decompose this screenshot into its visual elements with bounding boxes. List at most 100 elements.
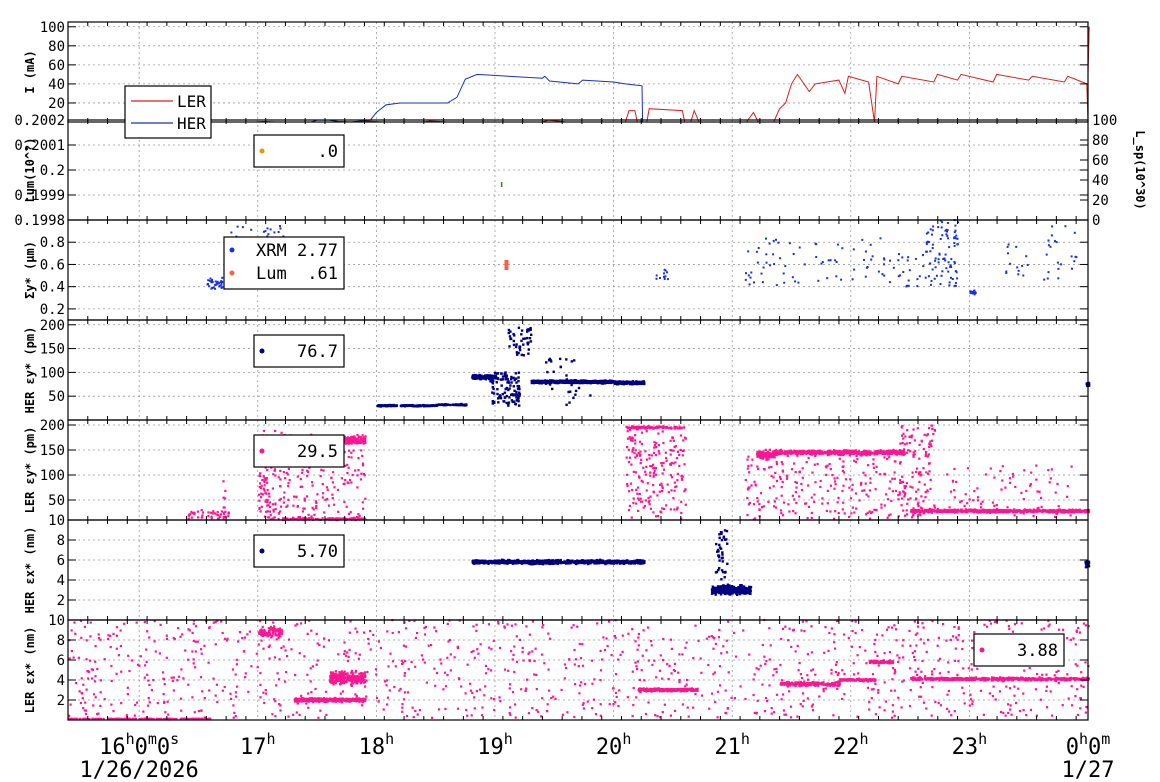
data-point (1022, 274, 1025, 277)
data-point (861, 451, 864, 454)
data-point (898, 491, 901, 494)
data-point (744, 478, 747, 482)
data-point (669, 508, 672, 511)
data-point (284, 477, 287, 480)
data-point (779, 257, 782, 260)
data-point (660, 482, 663, 485)
data-point (498, 395, 501, 399)
data-point (956, 243, 959, 246)
data-point (680, 500, 683, 503)
data-point (638, 454, 641, 457)
data-point (350, 442, 353, 445)
data-point (680, 426, 683, 429)
data-point (310, 515, 313, 518)
data-point (316, 493, 319, 496)
data-point (899, 481, 902, 485)
data-point (856, 458, 859, 461)
data-point (940, 274, 943, 277)
data-point (498, 394, 502, 397)
data-point (1073, 260, 1076, 263)
data-point (953, 262, 956, 265)
data-point (916, 285, 919, 288)
data-point (933, 429, 936, 432)
data-point (301, 468, 304, 471)
data-point (269, 228, 272, 231)
data-point (296, 505, 299, 508)
data-point (305, 517, 308, 520)
data-point (356, 434, 359, 437)
data-point (625, 473, 629, 476)
data-point (837, 512, 840, 515)
data-point (508, 345, 511, 348)
data-point (209, 511, 212, 514)
data-point (901, 441, 904, 445)
data-point (207, 511, 210, 514)
data-point (652, 471, 655, 475)
data-point (924, 496, 927, 499)
data-point (332, 471, 335, 474)
data-point (546, 370, 549, 374)
data-point (530, 379, 533, 383)
data-point (496, 377, 500, 380)
data-point (516, 393, 519, 396)
data-point (855, 507, 858, 510)
data-point (347, 455, 350, 459)
data-point (662, 426, 665, 429)
data-point (361, 434, 364, 437)
data-point (222, 515, 226, 518)
data-point (406, 404, 409, 407)
data-point (670, 489, 673, 492)
data-point (925, 243, 928, 245)
data-point (765, 261, 768, 264)
data-point (746, 458, 749, 461)
data-point (931, 247, 934, 249)
data-point (814, 454, 817, 458)
data-point (848, 454, 851, 457)
data-point (756, 500, 759, 503)
data-point (643, 504, 647, 508)
data-point (518, 348, 522, 352)
data-point (269, 505, 272, 509)
data-point (517, 379, 520, 383)
data-point (353, 436, 356, 439)
data-point (632, 502, 635, 505)
data-point (943, 257, 946, 260)
data-point (953, 284, 956, 287)
data-point (645, 430, 648, 433)
data-point (514, 402, 517, 405)
data-point (770, 474, 773, 477)
data-point (903, 487, 906, 490)
data-point (279, 497, 282, 500)
data-point (266, 481, 269, 484)
data-point (828, 463, 831, 466)
data-point (661, 490, 664, 493)
data-point (301, 517, 304, 521)
data-point (848, 515, 851, 518)
data-point (902, 437, 905, 440)
data-point (505, 394, 508, 398)
data-point (520, 333, 523, 336)
data-point (921, 507, 924, 510)
data-point (507, 388, 510, 392)
data-point (661, 485, 664, 488)
data-point (811, 471, 814, 474)
data-point (1007, 243, 1010, 246)
data-point (782, 501, 786, 504)
data-point (925, 450, 928, 454)
data-point (894, 489, 898, 493)
data-point (411, 404, 414, 408)
data-point (944, 253, 947, 256)
data-point (628, 381, 631, 384)
data-point (794, 471, 797, 474)
data-point (838, 457, 841, 460)
data-point (883, 504, 886, 507)
data-point (537, 380, 541, 383)
data-point (628, 490, 631, 493)
data-point (200, 509, 203, 512)
data-point (949, 264, 952, 267)
data-point (916, 503, 919, 506)
data-point (825, 473, 828, 476)
data-point (904, 514, 907, 517)
data-point (652, 474, 655, 477)
data-point (954, 282, 957, 284)
